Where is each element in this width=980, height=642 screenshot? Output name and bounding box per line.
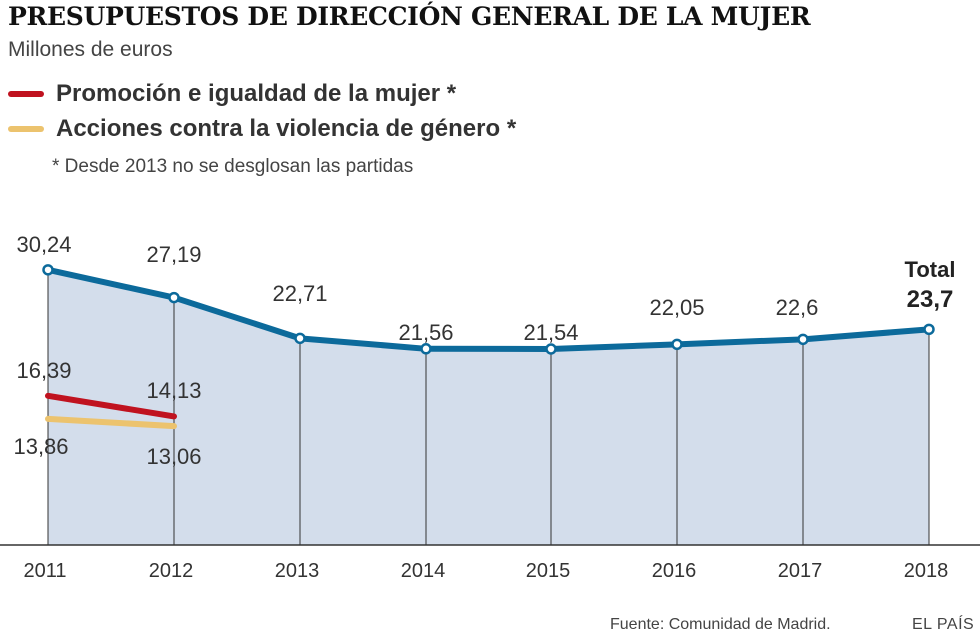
- total-point-2013: [294, 332, 306, 345]
- x-tick-2013: 2013: [275, 560, 320, 582]
- total-area: [48, 269, 929, 545]
- legend-swatch-violencia: [8, 126, 44, 132]
- x-tick-2015: 2015: [526, 560, 571, 582]
- total-point-2011: [42, 264, 54, 276]
- x-tick-2014: 2014: [401, 560, 446, 582]
- total-point-2016: [671, 338, 683, 351]
- x-tick-2017: 2017: [778, 560, 823, 582]
- legend-swatch-promocion: [8, 91, 44, 97]
- data-label-total-2014: 21,56: [398, 320, 453, 345]
- total-point-2018: [923, 323, 935, 336]
- total-line: [45, 266, 932, 352]
- data-label-total-2016: 22,05: [649, 295, 704, 320]
- footnote: * Desde 2013 no se desglosan las partida…: [52, 156, 414, 177]
- data-label-total-2015: 21,54: [523, 320, 578, 345]
- data-label-violencia-2011: 13,86: [13, 434, 68, 459]
- total-point-2015: [545, 343, 557, 355]
- data-label-total-2011: 30,24: [16, 232, 71, 257]
- promocion-line: [45, 392, 177, 420]
- legend-label-violencia: Acciones contra la violencia de género *: [56, 115, 517, 142]
- x-tick-2016: 2016: [652, 560, 697, 582]
- chart-title: PRESUPUESTOS DE DIRECCIÓN GENERAL DE LA …: [8, 2, 811, 31]
- data-label-total-2012: 27,19: [146, 242, 201, 267]
- legend-item-violencia: Acciones contra la violencia de género *: [8, 114, 516, 144]
- chart-subtitle: Millones de euros: [8, 38, 173, 61]
- data-label-violencia-2012: 13,06: [146, 444, 201, 469]
- x-tick-2012: 2012: [149, 560, 194, 582]
- x-tick-2018: 2018: [904, 560, 949, 582]
- total-annotation-value: 23,7: [907, 286, 954, 313]
- legend-item-promocion: Promoción e igualdad de la mujer *: [8, 79, 456, 109]
- data-label-promocion-2011: 16,39: [16, 358, 71, 383]
- violencia-line: [45, 415, 177, 430]
- total-point-2014: [420, 343, 432, 355]
- data-label-promocion-2012: 14,13: [146, 378, 201, 403]
- data-label-total-2013: 22,71: [272, 281, 327, 306]
- total-annotation-title: Total: [905, 257, 956, 282]
- legend-label-promocion: Promoción e igualdad de la mujer *: [56, 80, 457, 107]
- total-point-2017: [797, 333, 809, 346]
- total-point-2012: [168, 291, 180, 304]
- x-tick-2011: 2011: [23, 560, 66, 582]
- data-label-total-2017: 22,6: [776, 295, 819, 320]
- brand-credit: EL PAÍS: [912, 616, 975, 633]
- source-credit: Fuente: Comunidad de Madrid.: [610, 616, 831, 633]
